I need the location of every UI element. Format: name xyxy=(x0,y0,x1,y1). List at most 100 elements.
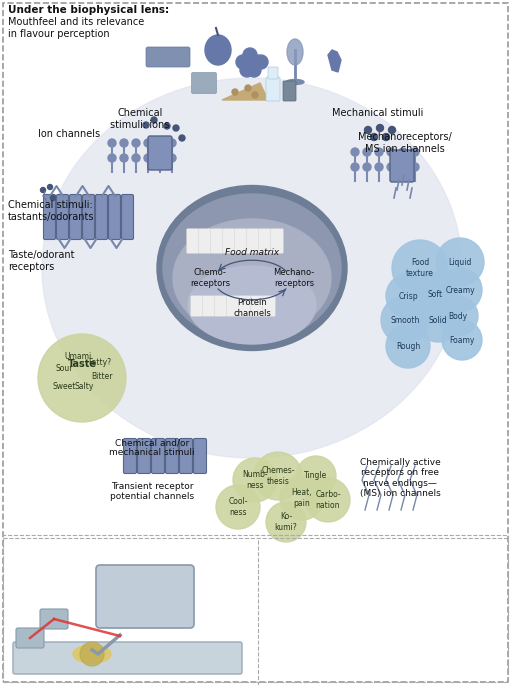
Ellipse shape xyxy=(205,35,231,65)
Polygon shape xyxy=(328,50,341,72)
Text: Chemical stimuli:
tastants/odorants: Chemical stimuli: tastants/odorants xyxy=(8,200,95,222)
Circle shape xyxy=(266,502,306,542)
Text: Mechanical stimuli: Mechanical stimuli xyxy=(332,108,424,118)
Circle shape xyxy=(306,478,350,522)
Text: Umami: Umami xyxy=(64,351,91,360)
Circle shape xyxy=(38,334,126,422)
FancyBboxPatch shape xyxy=(283,81,296,101)
Circle shape xyxy=(247,63,261,77)
Circle shape xyxy=(296,456,336,496)
FancyBboxPatch shape xyxy=(268,67,278,79)
FancyBboxPatch shape xyxy=(148,136,172,170)
FancyBboxPatch shape xyxy=(235,229,247,253)
Circle shape xyxy=(351,148,359,156)
Text: Bitter: Bitter xyxy=(91,371,113,380)
FancyBboxPatch shape xyxy=(137,438,151,473)
Circle shape xyxy=(386,274,430,318)
Circle shape xyxy=(40,188,45,192)
FancyBboxPatch shape xyxy=(166,438,178,473)
Circle shape xyxy=(386,324,430,368)
FancyBboxPatch shape xyxy=(108,195,121,240)
Text: Foamy: Foamy xyxy=(449,336,475,345)
Circle shape xyxy=(363,163,371,171)
Text: Taste/odorant
receptors: Taste/odorant receptors xyxy=(8,250,75,271)
FancyBboxPatch shape xyxy=(69,195,81,240)
FancyBboxPatch shape xyxy=(239,295,251,316)
Circle shape xyxy=(381,296,429,344)
Circle shape xyxy=(387,163,395,171)
FancyBboxPatch shape xyxy=(270,229,284,253)
Text: Cool-
ness: Cool- ness xyxy=(228,497,248,516)
FancyBboxPatch shape xyxy=(226,295,240,316)
Text: Carbo-
nation: Carbo- nation xyxy=(315,490,341,510)
FancyBboxPatch shape xyxy=(215,295,227,316)
Text: Tingle: Tingle xyxy=(305,471,328,480)
FancyBboxPatch shape xyxy=(124,438,136,473)
Circle shape xyxy=(416,298,460,342)
Circle shape xyxy=(216,485,260,529)
Circle shape xyxy=(173,125,179,131)
FancyBboxPatch shape xyxy=(198,229,212,253)
Text: Crisp: Crisp xyxy=(398,292,418,301)
Text: Chemical
stimuli: ions: Chemical stimuli: ions xyxy=(110,108,170,129)
Circle shape xyxy=(80,642,104,666)
FancyBboxPatch shape xyxy=(16,628,44,648)
Text: Salty: Salty xyxy=(74,382,94,390)
Text: Chemical and/or
mechanical stimuli: Chemical and/or mechanical stimuli xyxy=(109,438,195,458)
Text: Chemes-
thesis: Chemes- thesis xyxy=(261,466,295,486)
FancyBboxPatch shape xyxy=(43,195,56,240)
Text: Heat,
pain: Heat, pain xyxy=(292,488,312,508)
Ellipse shape xyxy=(173,219,331,337)
FancyBboxPatch shape xyxy=(151,438,165,473)
FancyBboxPatch shape xyxy=(96,565,194,628)
Circle shape xyxy=(168,154,176,162)
Text: Numb-
ness: Numb- ness xyxy=(242,471,268,490)
Circle shape xyxy=(144,139,152,147)
Text: Creamy: Creamy xyxy=(445,286,475,295)
FancyBboxPatch shape xyxy=(246,229,260,253)
FancyBboxPatch shape xyxy=(82,195,95,240)
Ellipse shape xyxy=(286,79,304,84)
Circle shape xyxy=(132,154,140,162)
Circle shape xyxy=(164,123,170,129)
Circle shape xyxy=(280,476,324,520)
Text: Fatty?: Fatty? xyxy=(88,358,111,366)
Circle shape xyxy=(392,240,448,296)
Circle shape xyxy=(156,139,164,147)
Text: Chemo-
receptors: Chemo- receptors xyxy=(190,269,230,288)
FancyBboxPatch shape xyxy=(390,150,414,182)
Text: Chemically active
receptors on free
nerve endings—
(MS) ion channels: Chemically active receptors on free nerv… xyxy=(360,458,440,498)
Text: Protein
channels: Protein channels xyxy=(233,298,271,318)
Bar xyxy=(3,535,508,682)
Circle shape xyxy=(413,272,457,316)
Text: Taste: Taste xyxy=(67,359,97,369)
Circle shape xyxy=(370,134,378,140)
FancyBboxPatch shape xyxy=(259,229,271,253)
Text: Smooth: Smooth xyxy=(390,316,420,325)
Circle shape xyxy=(168,139,176,147)
Ellipse shape xyxy=(73,645,111,663)
FancyBboxPatch shape xyxy=(40,609,68,629)
Ellipse shape xyxy=(188,266,316,344)
Text: Ko-
kumi?: Ko- kumi? xyxy=(274,512,297,532)
Circle shape xyxy=(144,154,152,162)
Circle shape xyxy=(411,163,419,171)
Circle shape xyxy=(364,127,371,134)
Text: Transient receptor
potential channels: Transient receptor potential channels xyxy=(110,482,194,501)
Circle shape xyxy=(120,154,128,162)
FancyBboxPatch shape xyxy=(266,77,280,101)
Text: Solid: Solid xyxy=(429,316,447,325)
Circle shape xyxy=(351,163,359,171)
Ellipse shape xyxy=(157,186,347,351)
FancyBboxPatch shape xyxy=(146,47,190,67)
FancyBboxPatch shape xyxy=(192,73,217,93)
FancyBboxPatch shape xyxy=(250,295,264,316)
Circle shape xyxy=(438,296,478,336)
Circle shape xyxy=(108,139,116,147)
FancyBboxPatch shape xyxy=(13,642,242,674)
Circle shape xyxy=(120,139,128,147)
Circle shape xyxy=(236,55,250,69)
Circle shape xyxy=(411,148,419,156)
FancyBboxPatch shape xyxy=(191,295,203,316)
Text: Mechano-
receptors: Mechano- receptors xyxy=(273,269,315,288)
